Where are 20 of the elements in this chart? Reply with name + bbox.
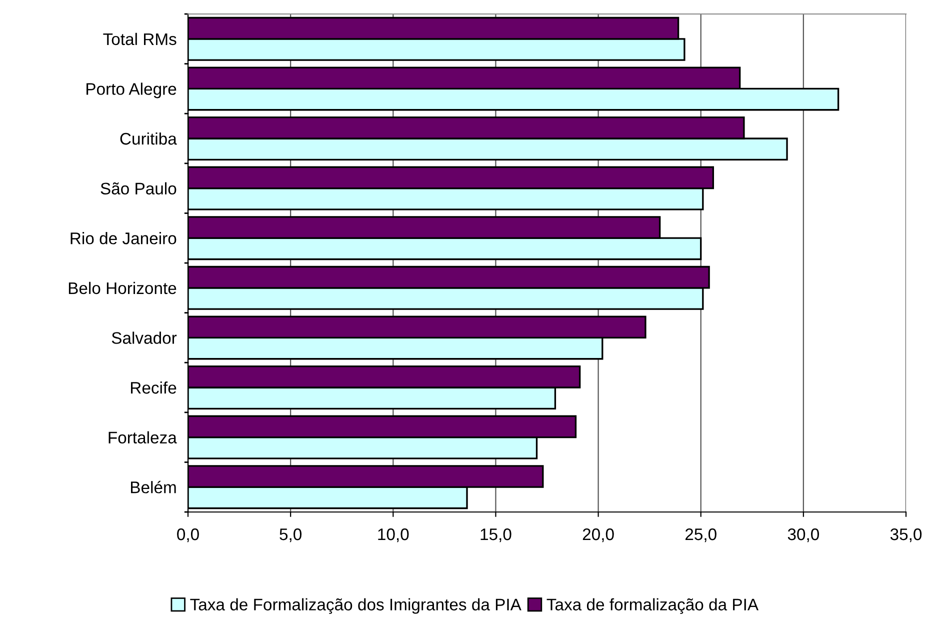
y-tick-label: Curitiba xyxy=(120,132,177,145)
y-tick-label: Total RMs xyxy=(103,32,176,46)
legend-label: Taxa de formalização da PIA xyxy=(546,598,759,614)
y-tick-label: Belo Horizonte xyxy=(68,282,176,294)
x-tick-label: 0,0 xyxy=(177,528,199,542)
x-tick-label: 15,0 xyxy=(480,528,512,542)
y-tick-label: Recife xyxy=(131,381,176,394)
y-tick-label: Fortaleza xyxy=(108,431,177,444)
x-tick-label: 20,0 xyxy=(582,528,614,542)
x-tick-label: 10,0 xyxy=(378,528,409,542)
x-tick-label: 30,0 xyxy=(788,528,819,542)
x-tick-label: 35,0 xyxy=(890,528,922,542)
y-tick-label: Rio de Janeiro xyxy=(70,232,176,244)
y-tick-label: Salvador xyxy=(112,332,177,344)
y-tick-label: São Paulo xyxy=(100,182,176,195)
x-tick-label: 25,0 xyxy=(685,528,716,542)
y-tick-label: Porto Alegre xyxy=(86,82,176,98)
legend-label: Taxa de Formalização dos Imigrantes da PIA xyxy=(190,598,522,614)
y-tick-label: Belém xyxy=(131,480,176,494)
x-tick-label: 5,0 xyxy=(280,528,302,542)
